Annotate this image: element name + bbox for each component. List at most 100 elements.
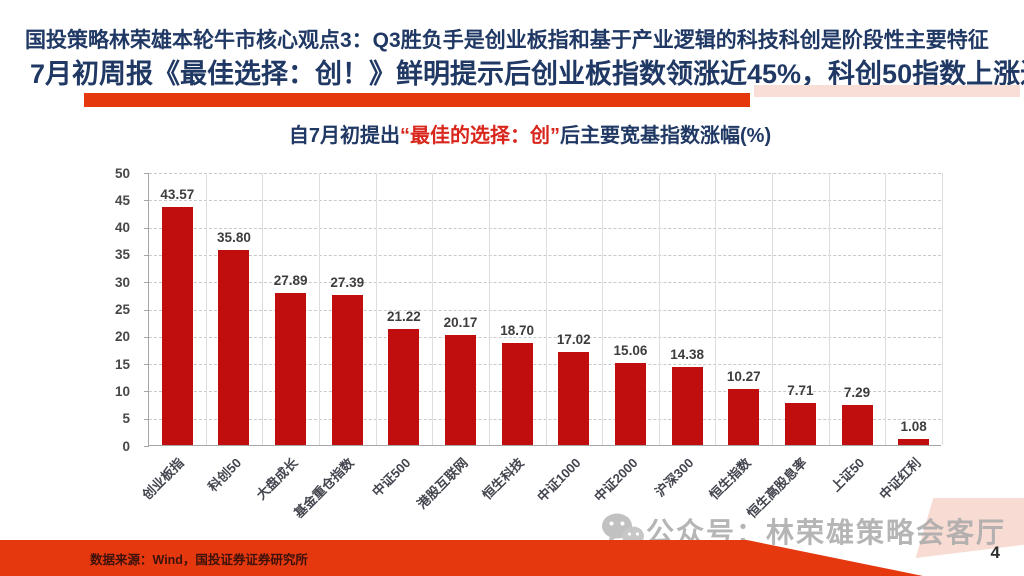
x-axis-tick-label: 科创50 (204, 455, 244, 495)
gridline-horizontal (149, 309, 941, 311)
bar-value-label: 27.89 (273, 272, 308, 288)
x-axis-tick-label: 中证1000 (534, 455, 584, 505)
bar-中证2000 (614, 362, 646, 445)
y-tick-mark (144, 336, 149, 338)
gridline-vertical (942, 173, 943, 445)
bar-value-label: 7.71 (787, 382, 814, 398)
data-source-text: 数据来源：Wind，国投证券证券研究所 (90, 553, 308, 567)
gridline-horizontal (149, 418, 941, 420)
y-tick-mark (144, 309, 149, 311)
bar-基金重仓指数 (331, 295, 363, 445)
gridline-horizontal (149, 364, 941, 366)
gridline-horizontal (149, 336, 941, 338)
gridline-vertical (828, 173, 830, 445)
x-axis-tick-label: 大盘成长 (252, 455, 301, 503)
header-line-2: 7月初周报《最佳选择：创！》鲜明提示后创业板指数领涨近45%，科创50指数上涨近… (30, 59, 1024, 89)
bar-创业板指 (161, 207, 193, 445)
y-axis-tick-label: 50 (114, 165, 130, 181)
bar-上证50 (841, 405, 873, 445)
gridline-vertical (772, 173, 774, 445)
gridline-vertical (488, 173, 490, 445)
bar-value-label: 7.29 (843, 385, 871, 401)
x-axis-tick-label: 港股互联网 (413, 455, 471, 512)
x-axis-tick-label: 恒生科技 (479, 455, 527, 503)
y-axis-tick-label: 35 (114, 247, 130, 263)
pink-divider-bar (754, 85, 1020, 97)
y-tick-mark (144, 391, 149, 393)
gridline-horizontal (149, 282, 941, 284)
bar-value-label: 17.02 (556, 332, 591, 348)
bar-恒生指数 (728, 388, 760, 445)
bar-value-label: 43.57 (160, 187, 195, 203)
gridline-horizontal (149, 391, 941, 393)
y-tick-mark (144, 446, 149, 447)
y-axis-tick-label: 40 (114, 220, 130, 236)
gridline-vertical (262, 173, 264, 445)
bar-value-label: 14.38 (670, 346, 704, 362)
bar-value-label: 20.17 (443, 314, 478, 330)
y-axis-tick-label: 45 (114, 192, 130, 208)
y-tick-mark (144, 418, 149, 420)
y-axis-tick-label: 15 (114, 356, 130, 372)
gridline-vertical (545, 173, 547, 445)
bar-value-label: 1.08 (900, 419, 927, 435)
x-axis-tick-label: 基金重仓指数 (291, 455, 357, 521)
bar-沪深300 (671, 366, 703, 445)
chart-plot: 43.57 35.80 27.89 27.39 21.22 20.17 18.70 17.02… (144, 173, 943, 447)
bar-中证1000 (558, 352, 590, 445)
y-tick-mark (144, 282, 149, 284)
bar-大盘成长 (275, 292, 307, 445)
x-axis-tick-label: 中证2000 (590, 455, 641, 505)
gridline-vertical (658, 173, 660, 445)
y-axis-tick-label: 20 (114, 329, 130, 345)
y-axis-labels: 0 5 10 15 20 25 30 35 40 45 50 (92, 166, 136, 452)
bar-value-label: 18.70 (500, 322, 535, 338)
bar-value-label: 35.80 (217, 229, 251, 245)
bar-恒生高股息率 (784, 402, 816, 445)
y-axis-tick-label: 0 (122, 438, 130, 454)
bar-港股互联网 (445, 334, 477, 445)
footer-red-band: 数据来源：Wind，国投证券证券研究所 (0, 540, 923, 576)
bar-value-label: 27.39 (330, 275, 365, 291)
bar-科创50 (218, 249, 250, 445)
y-tick-mark (144, 254, 149, 256)
y-axis-tick-label: 10 (114, 383, 130, 399)
bar-中证500 (388, 329, 420, 445)
x-axis-tick-label: 中证红利 (876, 455, 924, 503)
y-axis-tick-label: 25 (114, 302, 130, 317)
bar-中证红利 (898, 439, 930, 445)
gridline-horizontal (149, 173, 941, 174)
chart-title-highlight: “最佳的选择：创” (400, 125, 560, 147)
x-axis-tick-label: 创业板指 (139, 455, 188, 503)
chart-title: 自7月初提出“最佳的选择：创”后主要宽基指数涨幅(%) (110, 119, 950, 148)
page-number: 4 (990, 543, 1000, 562)
gridline-vertical (205, 173, 207, 445)
x-axis-tick-label: 恒生指数 (706, 455, 754, 503)
bar-value-label: 15.06 (613, 342, 648, 358)
bar-value-label: 10.27 (726, 368, 761, 384)
x-axis-tick-label: 中证500 (369, 455, 414, 500)
y-tick-mark (144, 200, 149, 202)
y-tick-mark (144, 173, 149, 174)
gridline-vertical (715, 173, 717, 445)
red-divider-bar (84, 93, 750, 107)
y-axis-tick-label: 5 (122, 411, 130, 427)
gridline-vertical (375, 173, 377, 445)
gridline-horizontal (149, 254, 941, 256)
y-tick-mark (144, 364, 149, 366)
y-tick-mark (144, 227, 149, 229)
y-axis-tick-label: 30 (114, 274, 130, 290)
header-line-1: 国投策略林荣雄本轮牛市核心观点3：Q3胜负手是创业板指和基于产业逻辑的科技科创是… (25, 29, 989, 52)
gridline-vertical (318, 173, 320, 445)
chart-title-suffix: 后主要宽基指数涨幅(%) (560, 125, 772, 147)
gridline-vertical (602, 173, 604, 445)
x-axis-tick-label: 上证50 (827, 455, 867, 495)
gridline-horizontal (149, 200, 941, 202)
gridline-vertical (432, 173, 434, 445)
bar-value-label: 21.22 (386, 309, 421, 325)
bar-恒生科技 (501, 342, 533, 445)
x-axis-tick-label: 沪深300 (652, 455, 697, 500)
gridline-horizontal (149, 227, 941, 229)
gridline-vertical (885, 173, 887, 445)
